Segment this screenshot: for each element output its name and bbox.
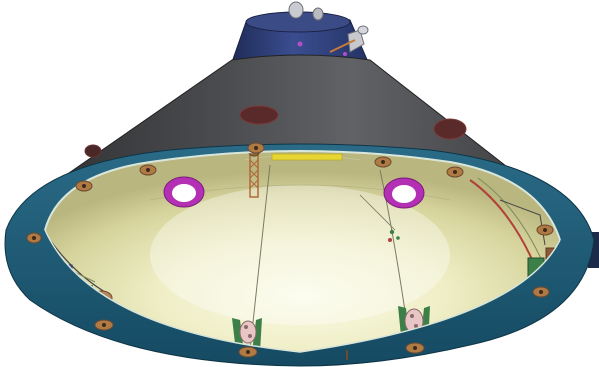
- top-pad-row: [271, 153, 343, 161]
- heatshield-ring: [4, 143, 595, 367]
- port-right: [383, 177, 425, 209]
- port-left: [163, 176, 205, 208]
- interior-cavity: [45, 143, 560, 352]
- access-plate: [433, 118, 467, 140]
- nose-cap: [231, 1, 369, 63]
- access-plate: [84, 144, 102, 158]
- access-plate: [239, 105, 279, 125]
- ring-bolts: [26, 142, 554, 360]
